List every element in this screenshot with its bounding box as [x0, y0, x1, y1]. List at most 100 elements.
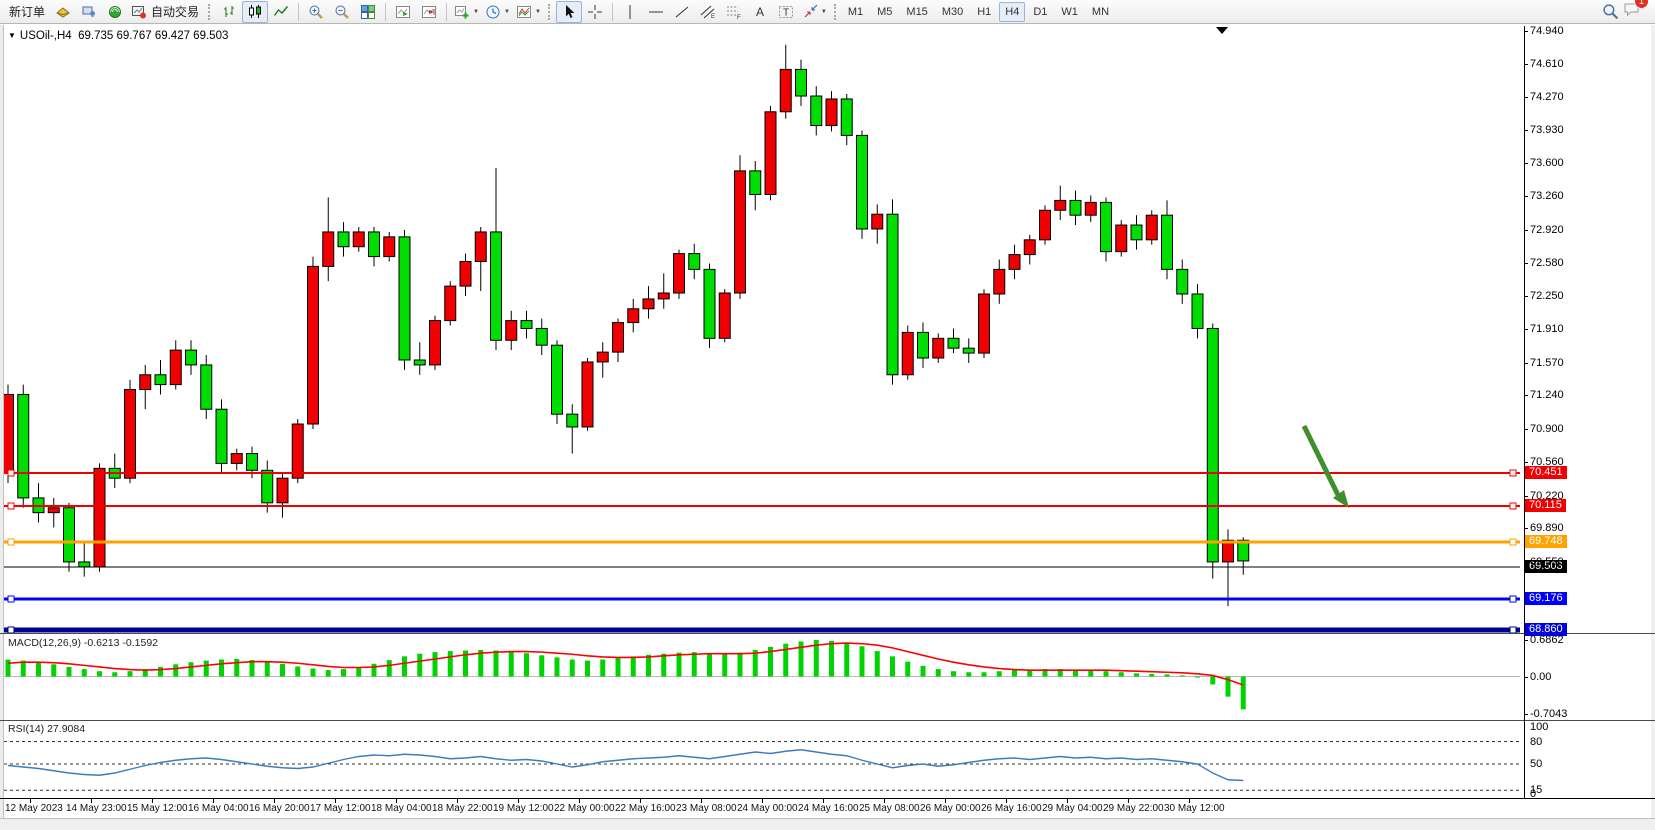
- hline-handle[interactable]: [7, 502, 15, 510]
- chat-button[interactable]: 1: [1623, 0, 1649, 23]
- hline-handle[interactable]: [1509, 538, 1517, 546]
- search-button[interactable]: [1597, 1, 1623, 23]
- price-line-label-69.503: 69.503: [1525, 559, 1567, 573]
- zoom-out-button[interactable]: [329, 1, 355, 23]
- crosshair-tool-button[interactable]: [582, 1, 608, 23]
- chart-symbol: USOil-,H4: [19, 30, 72, 42]
- date-label: 25 May 08:00: [859, 803, 920, 814]
- arrow-annotation-head[interactable]: [1333, 490, 1349, 508]
- macd-panel[interactable]: [4, 634, 1520, 719]
- candle-up: [93, 467, 106, 568]
- price-axis-line: [1524, 26, 1525, 798]
- price-tick-mark: [1524, 496, 1528, 497]
- timeframe-M5[interactable]: M5: [877, 5, 893, 18]
- timeframe-D1[interactable]: D1: [1033, 5, 1048, 18]
- date-tick-mark: [945, 799, 946, 803]
- chart-shift-button[interactable]: [416, 1, 442, 23]
- price-tick-mark: [1524, 462, 1528, 463]
- macd-histogram-bar: [81, 669, 87, 677]
- fibonacci-tool-button[interactable]: F: [721, 1, 747, 23]
- date-tick-mark: [884, 799, 885, 803]
- candle-down: [215, 408, 228, 464]
- bar-chart-button[interactable]: [216, 1, 242, 23]
- candle-up: [1115, 224, 1128, 253]
- candle-down: [413, 359, 426, 366]
- macd-histogram-bar: [1134, 673, 1139, 677]
- timeframe-MN[interactable]: MN: [1091, 5, 1110, 18]
- candlestick-chart-button[interactable]: [242, 0, 269, 23]
- channel-tool-button[interactable]: E: [695, 1, 721, 23]
- timeframe-M1[interactable]: M1: [847, 5, 864, 18]
- autotrading-button[interactable]: 自动交易: [128, 1, 204, 23]
- candle-up: [307, 265, 319, 425]
- hline-handle[interactable]: [1509, 469, 1517, 477]
- mailbox-icon: [56, 6, 70, 18]
- zoom-in-button[interactable]: [303, 1, 329, 23]
- candle-down: [1130, 224, 1143, 241]
- tile-windows-button[interactable]: [355, 1, 381, 23]
- toolbar-drag-handle[interactable]: [208, 3, 212, 20]
- price-tick-label: 73.260: [1530, 190, 1564, 203]
- hline-handle[interactable]: [7, 469, 15, 477]
- vertical-line-tool-button[interactable]: [617, 1, 643, 23]
- signals-icon[interactable]: [102, 1, 128, 23]
- horizontal-line-tool-button[interactable]: [643, 1, 669, 23]
- date-tick-mark: [640, 799, 641, 803]
- autotrading-icon: [132, 5, 147, 18]
- date-tick-mark: [762, 799, 763, 803]
- text-tool-button[interactable]: A: [747, 1, 773, 23]
- candle-up: [4, 393, 14, 474]
- candle-up: [169, 349, 182, 386]
- periods-button[interactable]: ▼: [482, 1, 513, 23]
- timeframe-H1[interactable]: H1: [977, 5, 992, 18]
- toolbar-drag-handle[interactable]: [547, 3, 552, 20]
- mailbox-icon[interactable]: [50, 1, 76, 23]
- label-tool-button[interactable]: T: [773, 1, 799, 23]
- date-tick-mark: [1006, 799, 1007, 803]
- toolbar-drag-handle[interactable]: [833, 3, 838, 20]
- candle-up: [505, 320, 518, 341]
- candle-down: [1100, 201, 1112, 253]
- main-price-panel[interactable]: [4, 26, 1520, 633]
- chart-shift-marker[interactable]: [1216, 27, 1228, 34]
- indicators-button[interactable]: ▼: [513, 1, 544, 23]
- macd-histogram-bar: [325, 670, 331, 677]
- candlestick-chart-icon: [249, 4, 262, 18]
- macd-histogram-bar: [264, 661, 270, 677]
- auto-scroll-button[interactable]: [390, 1, 416, 23]
- macd-histogram-bar: [234, 659, 240, 677]
- macd-histogram-bar: [951, 671, 956, 677]
- candle-down: [566, 413, 579, 428]
- macd-histogram-bar: [600, 659, 606, 677]
- panel-separator-macd[interactable]: [0, 633, 1655, 634]
- hline-handle[interactable]: [1509, 502, 1517, 510]
- new-chart-button[interactable]: ▼: [451, 1, 482, 23]
- new-order-button[interactable]: 新订单: [4, 1, 50, 23]
- hline-handle[interactable]: [7, 595, 15, 603]
- hosting-icon[interactable]: [76, 1, 102, 23]
- timeframe-H4[interactable]: H4: [999, 1, 1026, 22]
- cursor-tool-button[interactable]: [555, 0, 582, 23]
- line-chart-button[interactable]: [268, 1, 294, 23]
- candle-up: [276, 477, 289, 504]
- date-tick-mark: [213, 799, 214, 803]
- hline-handle[interactable]: [7, 538, 15, 546]
- hline-handle[interactable]: [1509, 626, 1517, 633]
- toolbar-separator: [298, 2, 300, 21]
- hline-handle[interactable]: [7, 626, 15, 633]
- timeframe-M30[interactable]: M30: [941, 5, 964, 18]
- timeframe-M15[interactable]: M15: [906, 5, 928, 18]
- hline-handle[interactable]: [1509, 595, 1517, 603]
- price-tick-label: 73.930: [1530, 124, 1564, 137]
- macd-histogram-bar: [20, 660, 26, 677]
- panel-separator-rsi[interactable]: [0, 720, 1655, 721]
- macd-histogram-bar: [36, 662, 41, 677]
- macd-histogram-bar: [905, 661, 911, 677]
- rsi-panel[interactable]: [4, 721, 1520, 798]
- timeframe-W1[interactable]: W1: [1061, 5, 1078, 18]
- arrows-tool-button[interactable]: ▼: [799, 1, 830, 23]
- trendline-tool-button[interactable]: [669, 1, 695, 23]
- macd-histogram-bar: [1179, 675, 1185, 677]
- arrow-annotation[interactable]: [1301, 424, 1341, 497]
- rsi-line: [7, 749, 1244, 782]
